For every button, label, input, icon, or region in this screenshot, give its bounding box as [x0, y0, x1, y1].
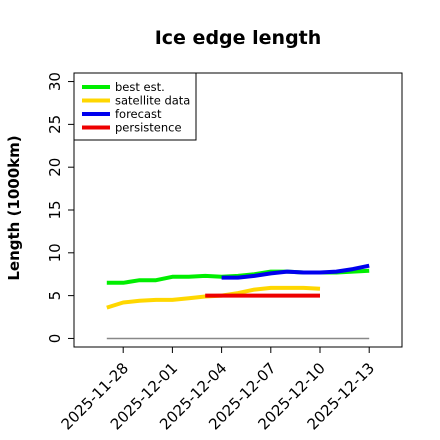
- series-line-forecast: [221, 263, 370, 280]
- y-tick-label: 25: [46, 115, 64, 134]
- y-tick-label: 20: [46, 158, 64, 177]
- y-tick-label: 5: [46, 291, 64, 301]
- legend-label: best est.: [115, 80, 165, 94]
- chart-title: Ice edge length: [155, 27, 322, 49]
- legend-label: persistence: [115, 121, 182, 135]
- y-tick-label: 10: [46, 243, 64, 262]
- y-tick-label: 15: [46, 200, 64, 219]
- y-axis-label: Length (1000km): [5, 135, 23, 280]
- plot-area: 0510152025302025-11-282025-12-012025-12-…: [46, 72, 403, 433]
- y-tick-label: 30: [46, 72, 64, 91]
- y-tick-label: 0: [46, 334, 64, 344]
- legend-label: forecast: [115, 107, 162, 121]
- series-line-satellite-data: [106, 285, 321, 310]
- legend-label: satellite data: [115, 94, 190, 108]
